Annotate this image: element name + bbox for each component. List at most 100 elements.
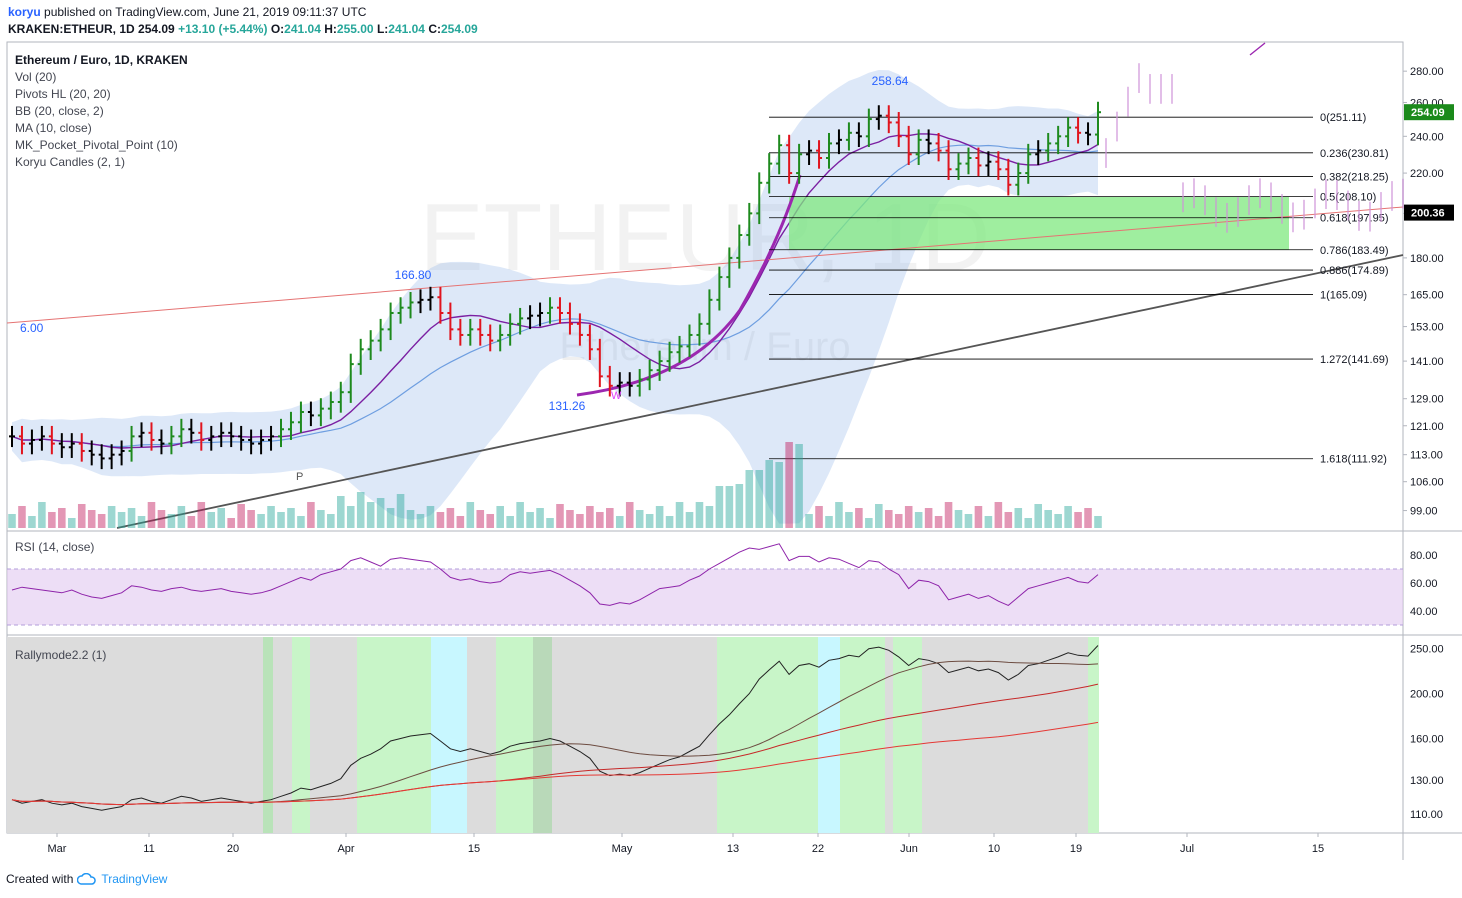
volume-bar [58,508,66,528]
resistance-trendline [6,206,1404,324]
volume-bar [566,510,574,528]
parabolic-arc [576,174,802,397]
volume-bar [187,516,196,528]
symbol-header: KRAKEN:ETHEUR, 1D 254.09 +13.10 (+5.44%)… [8,22,478,36]
volume-bar [795,444,803,528]
rsi-legend[interactable]: RSI (14, close) [15,540,95,554]
volume-bar [1044,510,1052,528]
rally-zone [922,637,1088,833]
volume-bar [606,508,614,528]
rsi-tick-label: 60.00 [1410,578,1438,590]
close-value: 254.09 [440,22,478,36]
volume-bar [257,514,265,528]
legend-bb[interactable]: BB (20, close, 2) [15,104,104,118]
volume-bar [825,516,833,528]
footer-brand[interactable]: TradingView [101,872,168,886]
volume-bar [97,514,106,528]
price-tick-label: 165.00 [1410,290,1444,302]
rally-legend[interactable]: Rallymode2.2 (1) [15,648,107,662]
volume-bar [426,506,435,528]
volume-bar [107,506,116,528]
rally-zone [1088,637,1099,833]
rally-tick-label: 160.00 [1410,733,1444,745]
rally-zone [496,637,533,833]
price-tick-label: 141.00 [1410,356,1444,368]
rally-zone [885,637,893,833]
ma10-line [11,133,1099,449]
volume-bar [615,516,624,528]
legend-koryu-candles[interactable]: Koryu Candles (2, 1) [15,155,126,169]
price-tick-label: 280.00 [1410,66,1444,78]
rally-zone [893,637,922,833]
publish-info: published on TradingView.com, June 21, 2… [44,5,367,19]
last-price: 254.09 [138,22,175,36]
volume-bar [227,518,235,528]
volume-bar [446,508,455,528]
price-tick-label: 121.00 [1410,421,1444,433]
volume-bar [835,502,843,528]
rsi-tick-label: 80.00 [1410,550,1438,562]
pivot-label: 258.64 [872,74,909,88]
time-tick-label: 22 [812,843,824,855]
volume-bar [137,516,146,528]
time-tick-label: 10 [988,843,1000,855]
volume-bar [536,508,544,528]
fib-level-label: 0.786(183.49) [1320,245,1389,257]
rally-zone [292,637,310,833]
legend-pocket-pivot[interactable]: MK_Pocket_Pivotal_Point (10) [15,138,178,152]
volume-bar [865,518,873,528]
volume-bar [207,512,216,528]
time-tick-label: 20 [227,843,239,855]
last-price-badge-text: 254.09 [1411,107,1445,119]
volume-bar [546,518,554,528]
rally-zone [717,637,818,833]
price-tick-label: 99.00 [1410,506,1438,518]
volume-bar [406,510,415,528]
chart-frame: ETHEUR, 1D Ethereum / Euro 0(251.11) 0.236(… [0,40,1462,862]
volume-bar [237,504,245,528]
legend-volume[interactable]: Vol (20) [15,70,57,84]
tradingview-cloud-icon [77,873,97,885]
volume-bar [167,514,176,528]
volume-bar [157,510,166,528]
author-name[interactable]: koryu [8,5,41,19]
pivot-label: 166.80 [395,268,432,282]
time-tick-label: 11 [143,843,154,855]
volume-bar [934,516,943,528]
volume-bar [576,514,584,528]
legend-pivots[interactable]: Pivots HL (20, 20) [15,87,111,101]
pivot-label: 6.00 [20,321,44,335]
volume-bar [715,486,724,528]
volume-bar [18,506,26,528]
support-trendline [116,254,1404,529]
volume-bar [466,502,475,528]
volume-bar [625,502,634,528]
volume-bar [48,512,56,528]
volume-bar [1034,504,1043,528]
close-label: C: [428,22,441,36]
rally-tick-label: 200.00 [1410,689,1444,701]
volume-bar [87,510,96,528]
volume-bar [994,502,1003,528]
volume-bar [556,504,564,528]
fib-level-label: 0.618(197.95) [1320,213,1389,225]
volume-bar [337,496,345,528]
price-tick-label: 129.00 [1410,394,1444,406]
legend-symbol[interactable]: Ethereum / Euro, 1D, KRAKEN [15,53,188,67]
volume-bar [516,502,524,528]
volume-bar [665,516,674,528]
volume-bar [346,506,355,528]
time-tick-label: Jun [900,843,918,855]
volume-bar [894,514,903,528]
volume-bar [317,510,325,528]
volume-bar [635,510,644,528]
legend-ma[interactable]: MA (10, close) [15,121,92,135]
rally-zone [467,637,496,833]
price-tick-label: 180.00 [1410,253,1444,265]
price-tick-label: 153.00 [1410,322,1444,334]
volume-bar [267,506,275,528]
volume-bar [974,506,983,528]
time-tick-label: 13 [727,843,739,855]
rally-zone [263,637,273,833]
